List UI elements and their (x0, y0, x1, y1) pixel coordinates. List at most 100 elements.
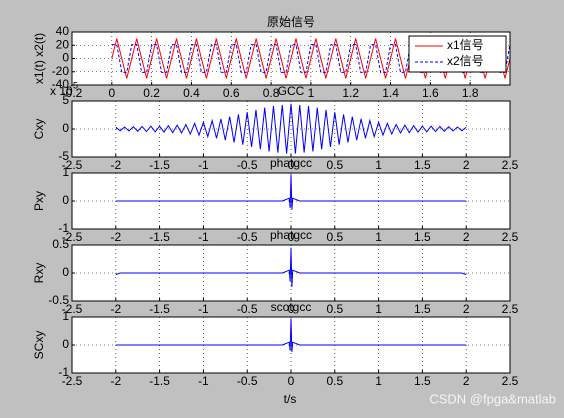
y-tick-label: 0 (62, 265, 69, 279)
y-tick-label: 1 (62, 165, 69, 179)
y-tick-label: -40 (52, 77, 70, 91)
x-tick-label: 1.6 (422, 86, 439, 100)
axes-box (71, 31, 511, 86)
x-tick-label: -0.5 (237, 230, 258, 244)
x-tick-label: -2 (110, 230, 121, 244)
y-axis-label: x1(t) x2(t) (32, 33, 46, 84)
x-tick-label: -1.5 (149, 302, 170, 316)
x-tick-label: 1.5 (414, 302, 431, 316)
x-tick-label: 0.5 (326, 302, 343, 316)
x-tick-label: -0.5 (237, 374, 258, 388)
subplot-title: phatgcc (270, 156, 312, 170)
x-tick-label: 0.5 (326, 158, 343, 172)
y-tick-label: -0.5 (48, 293, 69, 307)
x-tick-label: 2 (463, 230, 470, 244)
x-tick-label: 2 (463, 374, 470, 388)
x-axis-label: t/s (284, 392, 297, 406)
x-tick-label: 1.2 (342, 86, 359, 100)
subplot-title: phatgcc (270, 228, 312, 242)
x-tick-label: 1.5 (414, 374, 431, 388)
y-tick-label: 0 (62, 51, 69, 65)
x-tick-label: 1.5 (414, 158, 431, 172)
x-tick-label: 0 (288, 230, 295, 244)
x-tick-label: 2 (463, 302, 470, 316)
y-tick-label: -1 (58, 365, 69, 379)
x-tick-label: 1 (375, 374, 382, 388)
legend-label: x2信号 (447, 54, 484, 68)
axes-box (71, 172, 511, 230)
y-tick-label: 40 (56, 24, 70, 38)
x-tick-label: -1.5 (149, 158, 170, 172)
x-tick-label: 1.8 (462, 86, 479, 100)
x-tick-label: -2.5 (62, 158, 83, 172)
y-exponent: -5 (70, 80, 78, 90)
x-tick-label: -2.5 (62, 230, 83, 244)
x-tick-label: 0 (288, 374, 295, 388)
x-tick-label: -0.2 (62, 86, 83, 100)
x-tick-label: 0.6 (223, 86, 240, 100)
x-tick-label: 1 (308, 86, 315, 100)
axes-box (71, 316, 511, 374)
series-line (115, 103, 467, 154)
x-tick-label: 0 (288, 158, 295, 172)
y-axis-label: SCxy (32, 331, 46, 360)
x-tick-label: 2.5 (502, 374, 519, 388)
y-axis-label: Cxy (32, 119, 46, 140)
x-tick-label: -1 (198, 374, 209, 388)
x-tick-label: 2 (463, 158, 470, 172)
legend-label: x1信号 (447, 38, 484, 52)
axes-box (71, 100, 511, 158)
y-tick-label: -5 (58, 149, 69, 163)
x-tick-label: -2.5 (62, 374, 83, 388)
legend-box (408, 35, 507, 73)
y-tick-label: 5 (62, 93, 69, 107)
watermark: CSDN @fpga&matlab (429, 391, 556, 406)
y-tick-label: 0 (62, 193, 69, 207)
axes-box (71, 244, 511, 302)
x-tick-label: -1 (198, 158, 209, 172)
x-tick-label: 0.5 (326, 230, 343, 244)
y-tick-label: -1 (58, 221, 69, 235)
x-tick-label: -2 (110, 374, 121, 388)
x-tick-label: -1.5 (149, 374, 170, 388)
y-tick-label: 0 (62, 337, 69, 351)
y-axis-label: Pxy (32, 191, 46, 211)
series-line (115, 247, 467, 288)
x-tick-label: 0 (288, 302, 295, 316)
y-axis-label: Rxy (32, 263, 46, 284)
x-tick-label: 2.5 (502, 158, 519, 172)
x-tick-label: -1.5 (149, 230, 170, 244)
subplot-title: 原始信号 (267, 15, 315, 29)
x-tick-label: 0 (108, 86, 115, 100)
y-tick-label: 0.5 (52, 237, 69, 251)
series-line (115, 318, 467, 353)
x-tick-label: 0.8 (263, 86, 280, 100)
x-tick-label: 1 (375, 302, 382, 316)
y-tick-label: 20 (56, 37, 70, 51)
y-tick-label: 1 (62, 309, 69, 323)
x-tick-label: 2.5 (502, 302, 519, 316)
x-tick-label: 1.5 (414, 230, 431, 244)
x-tick-label: 0.5 (326, 374, 343, 388)
subplot-title: GCC (278, 84, 305, 98)
x-tick-label: 1 (375, 158, 382, 172)
x-tick-label: -2.5 (62, 302, 83, 316)
x-tick-label: -1 (198, 230, 209, 244)
series-line (115, 174, 467, 210)
x-tick-label: -0.5 (237, 302, 258, 316)
y-tick-label: 0 (62, 121, 69, 135)
y-multiplier: x 10 (50, 84, 73, 98)
x-tick-label: -1 (198, 302, 209, 316)
x-tick-label: -2 (110, 302, 121, 316)
subplot-title: scotgcc (271, 300, 312, 314)
x-tick-label: -0.5 (237, 158, 258, 172)
x-tick-label: 0.4 (183, 86, 200, 100)
x-tick-label: 1.4 (382, 86, 399, 100)
x-tick-label: -2 (110, 158, 121, 172)
y-tick-label: -20 (52, 64, 70, 78)
x-tick-label: 2.5 (502, 230, 519, 244)
x-tick-label: 0.2 (143, 86, 160, 100)
x-tick-label: 1 (375, 230, 382, 244)
